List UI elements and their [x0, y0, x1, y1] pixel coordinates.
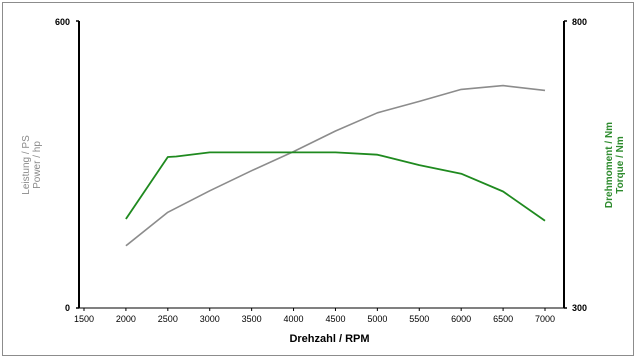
- torque-series-line: [125, 151, 546, 222]
- x-tick-label: 3500: [242, 314, 262, 324]
- left-y-axis-title: Leistung / PS Power / hp: [21, 135, 43, 195]
- x-tick-label: 4000: [284, 314, 304, 324]
- right-axis-min-label: 300: [572, 303, 587, 313]
- x-tick-label: 2000: [116, 314, 136, 324]
- x-tick-label: 7000: [535, 314, 555, 324]
- chart-frame: [2, 2, 634, 356]
- x-tick-label: 1500: [74, 314, 94, 324]
- x-tick-label: 3000: [200, 314, 220, 324]
- left-y-axis-title-line-2: Power / hp: [32, 141, 43, 189]
- x-tick-label: 6000: [451, 314, 471, 324]
- right-y-axis-title: Drehmoment / Nm Torque / Nm: [604, 122, 626, 208]
- x-axis-title: Drehzahl / RPM: [289, 333, 369, 345]
- power-series-line: [125, 84, 546, 247]
- x-tick-label: 4500: [325, 314, 345, 324]
- left-axis-max-label: 600: [55, 17, 70, 27]
- right-axis-max-label: 800: [572, 17, 587, 27]
- right-y-axis-title-line-1: Drehmoment / Nm: [604, 122, 615, 208]
- x-tick-label: 2500: [158, 314, 178, 324]
- left-y-axis-title-line-1: Leistung / PS: [21, 135, 32, 195]
- x-tick-label: 5500: [409, 314, 429, 324]
- right-y-axis-title-line-2: Torque / Nm: [615, 136, 626, 194]
- x-tick-label: 6500: [493, 314, 513, 324]
- x-tick-label: 5000: [367, 314, 387, 324]
- left-axis-min-label: 0: [65, 303, 70, 313]
